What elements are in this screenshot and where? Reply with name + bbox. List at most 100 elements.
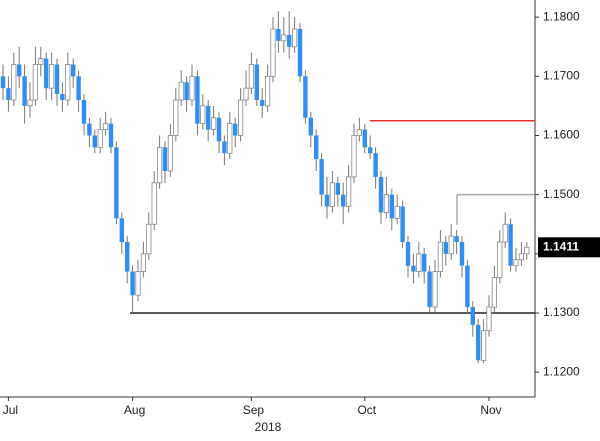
candle-body <box>508 224 513 266</box>
y-tick-label: 1.1200 <box>543 364 580 378</box>
last-price-label: 1.1411 <box>543 239 579 253</box>
candle-body <box>476 324 481 361</box>
candle-body <box>0 76 6 89</box>
candle-body <box>97 129 103 148</box>
candle-body <box>81 99 87 124</box>
candle-body <box>314 135 319 160</box>
candle-body <box>60 94 65 100</box>
candle-body <box>416 253 422 272</box>
candle-body <box>480 330 487 361</box>
candle-body <box>200 105 206 125</box>
candle-body <box>324 194 330 207</box>
candle-body <box>389 194 394 219</box>
candle-body <box>173 99 179 136</box>
candle-body <box>448 235 454 255</box>
candle-body <box>427 271 432 308</box>
candle-body <box>356 129 363 136</box>
candle-body <box>210 117 217 130</box>
x-tick-label: Jul <box>3 403 18 417</box>
candle-body <box>335 182 340 195</box>
x-tick-label: Sep <box>243 403 265 417</box>
candle-body <box>206 105 211 130</box>
candle-body <box>54 64 60 95</box>
candle-body <box>195 76 200 124</box>
candle-body <box>108 123 114 148</box>
candle-body <box>27 99 33 107</box>
candle-body <box>65 64 71 101</box>
y-tick-label: 1.1700 <box>543 68 580 82</box>
candle-body <box>329 182 336 207</box>
x-tick-label: Aug <box>124 403 145 417</box>
candle-body <box>432 271 438 308</box>
candle-body <box>303 76 308 118</box>
candle-body <box>114 147 119 219</box>
candle-body <box>276 28 281 41</box>
candle-body <box>437 241 444 272</box>
candle-body <box>281 34 287 42</box>
candle-body <box>497 241 503 278</box>
candle-body <box>405 241 411 266</box>
candle-body <box>383 194 390 213</box>
candle-body <box>308 117 313 136</box>
last-price-box <box>538 237 600 258</box>
candle-body <box>146 223 152 255</box>
candle-body <box>22 76 27 106</box>
candle-body <box>491 277 498 308</box>
candle-body <box>297 28 303 77</box>
y-tick-label: 1.1800 <box>543 9 580 23</box>
candle-body <box>184 82 189 100</box>
candle-body <box>362 129 367 148</box>
candle-body <box>76 76 81 100</box>
candle-body <box>524 246 530 255</box>
candle-body <box>6 88 11 100</box>
candle-body <box>400 206 405 242</box>
candle-body <box>156 146 163 184</box>
candle-body <box>11 64 17 101</box>
candle-body <box>248 64 254 89</box>
candle-body <box>178 81 184 101</box>
candle-body <box>351 135 357 178</box>
candle-body <box>518 253 525 261</box>
candle-body <box>254 64 259 100</box>
y-tick-label: 1.1500 <box>543 187 580 201</box>
candle-body <box>44 58 49 89</box>
candle-body <box>49 64 55 89</box>
candle-body <box>270 28 276 77</box>
candle-body <box>459 241 465 266</box>
candle-body <box>411 265 416 272</box>
candle-body <box>470 307 475 325</box>
candle-body <box>103 123 109 130</box>
candle-body <box>465 265 470 308</box>
candle-body <box>373 153 378 177</box>
candle-body <box>422 253 427 272</box>
candle-body <box>162 147 168 171</box>
candle-body <box>17 64 22 77</box>
candle-body <box>378 176 384 213</box>
candle-body <box>119 218 124 242</box>
candle-body <box>216 117 222 142</box>
candle-body <box>135 271 141 296</box>
y-tick-label: 1.1600 <box>543 128 580 142</box>
candle-body <box>443 241 448 254</box>
candle-body <box>291 28 298 48</box>
candle-body <box>222 141 227 154</box>
candle-body <box>125 241 130 272</box>
candle-body <box>486 306 492 332</box>
candle-body <box>345 176 352 207</box>
candle-body <box>264 75 271 107</box>
candle-body <box>454 236 459 242</box>
x-tick-label: Nov <box>480 403 501 417</box>
candle-body <box>237 99 244 136</box>
candle-body <box>243 87 249 101</box>
candle-body <box>140 253 146 272</box>
candle-body <box>130 271 135 296</box>
y-tick-label: 1.1300 <box>543 305 580 319</box>
x-tick-label: Oct <box>357 403 376 417</box>
candle-body <box>189 75 195 101</box>
candle-body <box>287 34 292 47</box>
candle-body <box>394 206 400 219</box>
candle-body <box>38 58 44 65</box>
candle-body <box>341 194 346 207</box>
candle-body <box>32 64 39 101</box>
